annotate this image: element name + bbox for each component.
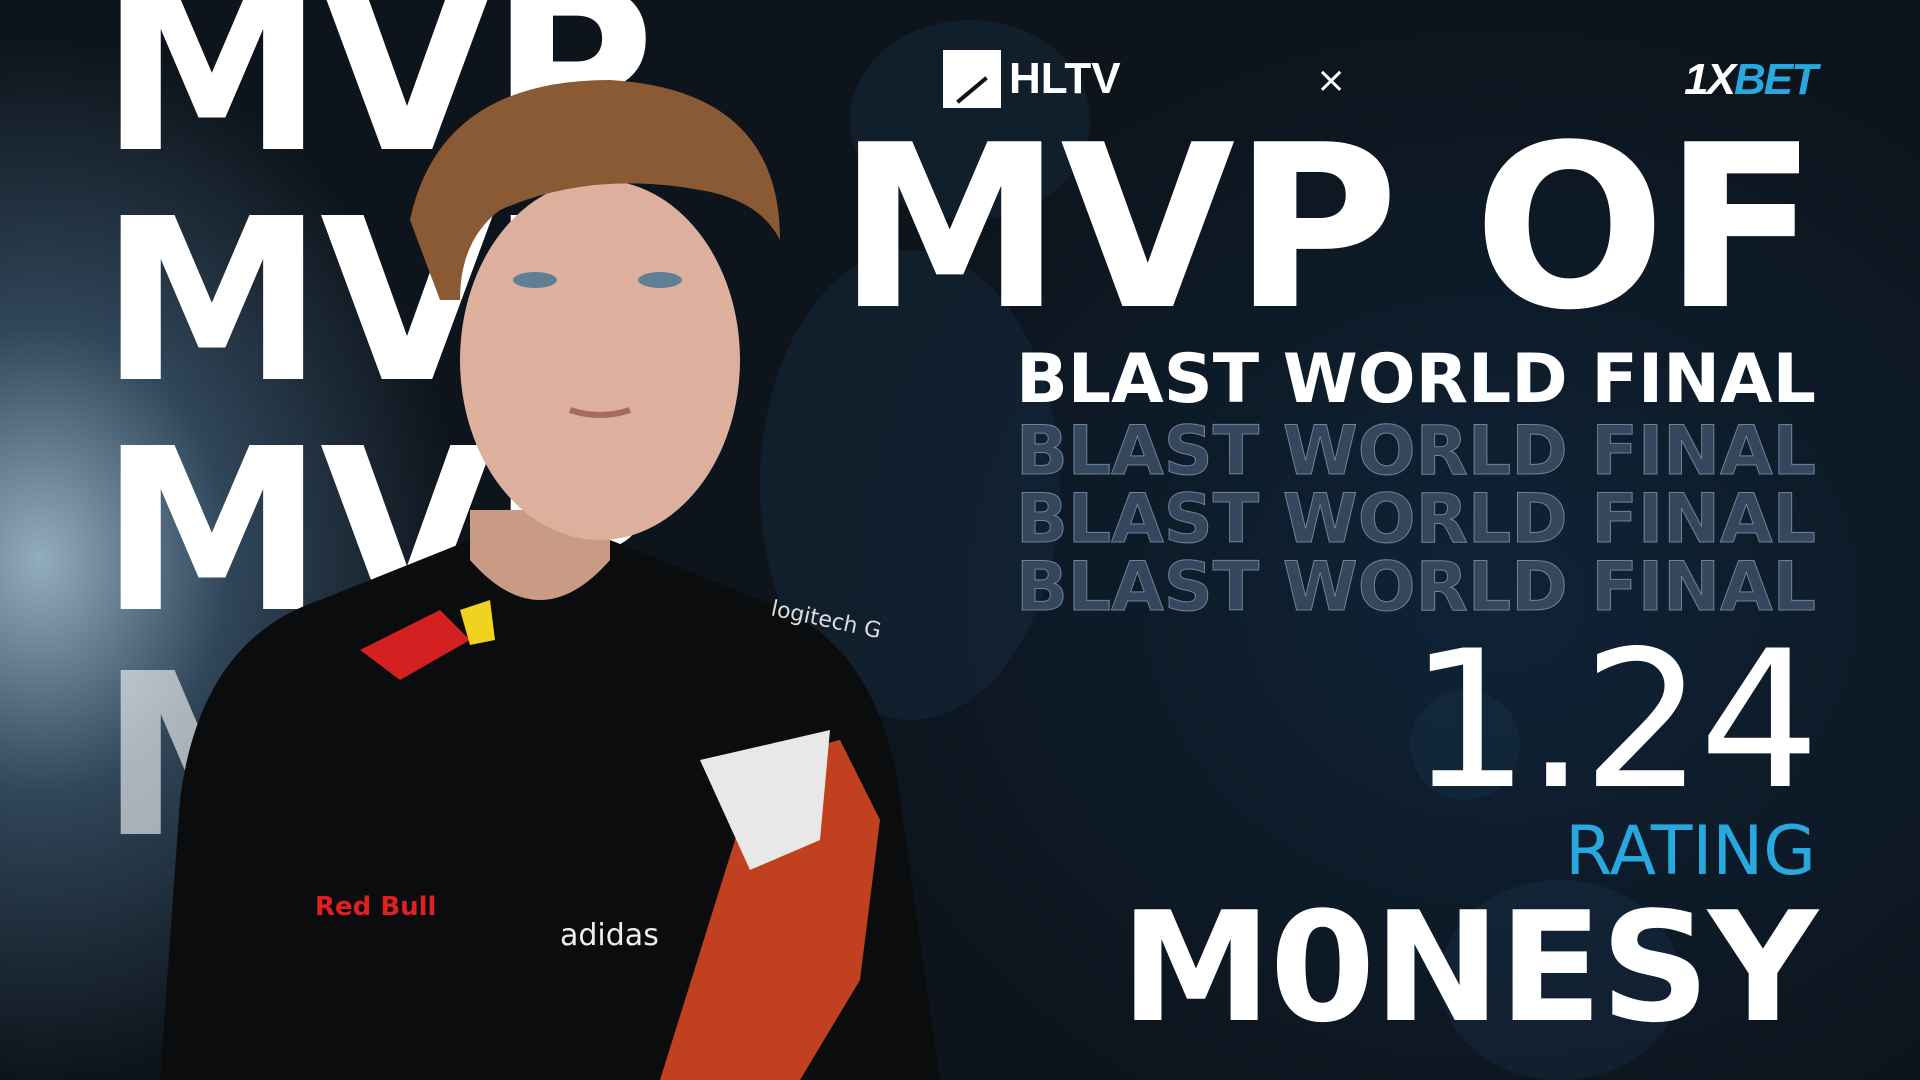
rating-value: 1.24 (1408, 610, 1820, 831)
hltv-logo-icon (943, 50, 1001, 108)
jersey-redbull-text: Red Bull (315, 892, 436, 922)
event-name-echo: BLAST WORLD FINAL (1015, 412, 1816, 491)
event-name-echo: BLAST WORLD FINAL (1015, 548, 1816, 627)
event-name-echo: BLAST WORLD FINAL (1015, 480, 1816, 559)
sponsor-logo-prefix: 1X (1684, 55, 1736, 104)
sponsor-logo: 1XBET (1684, 55, 1818, 104)
sponsor-logo-suffix: BET (1734, 55, 1818, 104)
hltv-logo-text: HLTV (1009, 54, 1121, 103)
jersey-adidas-text: adidas (560, 918, 659, 953)
decor-circle (1410, 690, 1520, 800)
player-photo: Red Bull logitech G adidas (160, 80, 940, 1080)
decor-circle (1440, 880, 1680, 1080)
event-name: BLAST WORLD FINAL (1015, 340, 1816, 419)
title-mvp-of: MVP OF (837, 97, 1818, 360)
hltv-logo: HLTV (943, 50, 1121, 108)
collab-separator-icon: × (1316, 60, 1347, 101)
player-name: M0NESY (1120, 879, 1818, 1056)
rating-label: RATING (1565, 812, 1816, 891)
